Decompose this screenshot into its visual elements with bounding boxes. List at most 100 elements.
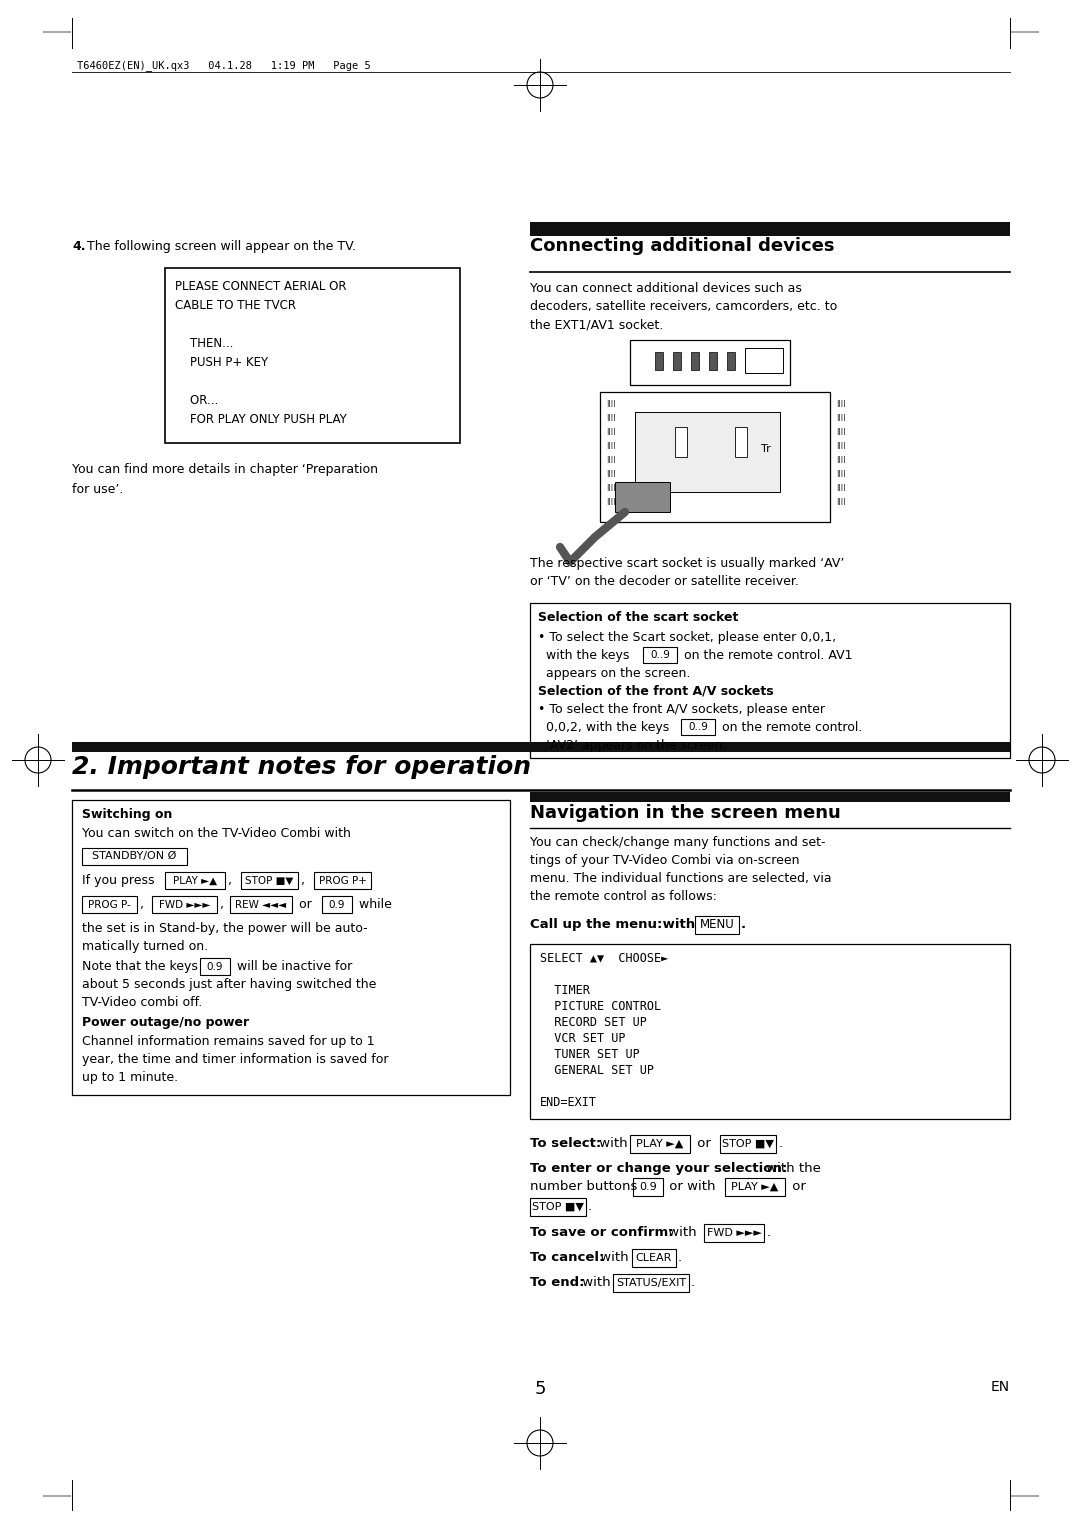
Bar — [673, 351, 681, 370]
Text: Note that the keys: Note that the keys — [82, 960, 202, 973]
Text: THEN...: THEN... — [175, 338, 233, 350]
Text: with: with — [596, 1251, 633, 1264]
Text: 0.9: 0.9 — [206, 961, 224, 972]
Text: ||||: |||| — [836, 471, 846, 477]
Text: • To select the front A/V sockets, please enter: • To select the front A/V sockets, pleas… — [538, 703, 825, 717]
Text: ||||: |||| — [606, 442, 616, 449]
Bar — [530, 222, 1010, 235]
Text: To end:: To end: — [530, 1276, 584, 1290]
Text: year, the time and timer information is saved for: year, the time and timer information is … — [82, 1053, 389, 1067]
Bar — [727, 351, 735, 370]
Text: PUSH P+ KEY: PUSH P+ KEY — [175, 356, 268, 368]
Text: tings of your TV-Video Combi via on-screen: tings of your TV-Video Combi via on-scre… — [530, 854, 799, 866]
Text: PLAY ►▲: PLAY ►▲ — [636, 1138, 684, 1149]
Bar — [696, 915, 739, 934]
Text: .: . — [779, 1137, 783, 1151]
Text: for use’.: for use’. — [72, 483, 123, 497]
Text: up to 1 minute.: up to 1 minute. — [82, 1071, 178, 1083]
Text: 0.9: 0.9 — [328, 900, 346, 909]
Bar — [691, 351, 699, 370]
Text: .: . — [678, 1251, 683, 1264]
Text: PLAY ►▲: PLAY ►▲ — [731, 1183, 779, 1192]
Text: Tr: Tr — [761, 445, 771, 454]
Text: ||||: |||| — [606, 484, 616, 490]
Bar — [165, 267, 460, 443]
Bar — [322, 895, 352, 914]
Text: PROG P-: PROG P- — [89, 900, 131, 909]
Bar — [704, 1224, 764, 1242]
Bar — [241, 872, 298, 889]
Text: PICTURE CONTROL: PICTURE CONTROL — [540, 999, 661, 1013]
Bar — [720, 1135, 777, 1154]
Text: Selection of the scart socket: Selection of the scart socket — [538, 611, 739, 623]
Bar — [708, 351, 717, 370]
Text: matically turned on.: matically turned on. — [82, 940, 208, 953]
Text: on the remote control.: on the remote control. — [718, 721, 862, 733]
Text: T6460EZ(EN)_UK.qx3   04.1.28   1:19 PM   Page 5: T6460EZ(EN)_UK.qx3 04.1.28 1:19 PM Page … — [77, 60, 370, 70]
Text: STOP ■▼: STOP ■▼ — [532, 1203, 584, 1212]
Text: OR...: OR... — [175, 394, 218, 406]
Text: CABLE TO THE TVCR: CABLE TO THE TVCR — [175, 299, 296, 312]
Bar — [530, 604, 1010, 758]
Text: or ‘TV’ on the decoder or satellite receiver.: or ‘TV’ on the decoder or satellite rece… — [530, 575, 799, 588]
Text: .: . — [588, 1199, 592, 1213]
Text: .: . — [767, 1225, 771, 1239]
Text: ||||: |||| — [606, 400, 616, 406]
Text: 0.9: 0.9 — [639, 1183, 657, 1192]
Text: END=EXIT: END=EXIT — [540, 1096, 597, 1109]
Text: ||||: |||| — [836, 498, 846, 504]
Text: You can switch on the TV-Video Combi with: You can switch on the TV-Video Combi wit… — [82, 827, 351, 840]
Text: STOP ■▼: STOP ■▼ — [245, 876, 294, 886]
Text: ||||: |||| — [606, 471, 616, 477]
Text: ||||: |||| — [836, 484, 846, 490]
Text: with the keys: with the keys — [538, 649, 633, 662]
Text: ||||: |||| — [606, 498, 616, 504]
Text: ,: , — [220, 898, 228, 911]
Text: with: with — [578, 1276, 615, 1290]
Bar — [681, 720, 715, 735]
Text: with: with — [658, 918, 700, 931]
Text: 0,0,2, with the keys: 0,0,2, with the keys — [538, 721, 673, 733]
Text: STANDBY/ON Ø: STANDBY/ON Ø — [92, 851, 177, 862]
Text: with: with — [595, 1137, 632, 1151]
Bar — [613, 1274, 689, 1293]
Text: the EXT1/AV1 socket.: the EXT1/AV1 socket. — [530, 318, 663, 332]
Text: the remote control as follows:: the remote control as follows: — [530, 889, 717, 903]
Text: TIMER: TIMER — [540, 984, 590, 996]
Text: ||||: |||| — [606, 414, 616, 422]
Bar — [314, 872, 372, 889]
Text: Navigation in the screen menu: Navigation in the screen menu — [530, 804, 840, 822]
Text: ||||: |||| — [836, 428, 846, 435]
Text: about 5 seconds just after having switched the: about 5 seconds just after having switch… — [82, 978, 376, 992]
Text: Selection of the front A/V sockets: Selection of the front A/V sockets — [538, 685, 773, 698]
Text: .: . — [741, 918, 746, 931]
Text: or: or — [693, 1137, 715, 1151]
Text: FWD ►►►: FWD ►►► — [159, 900, 211, 909]
Text: on the remote control. AV1: on the remote control. AV1 — [680, 649, 852, 662]
Text: EN: EN — [990, 1380, 1010, 1394]
Bar — [530, 944, 1010, 1118]
Bar — [630, 1135, 690, 1154]
Text: CLEAR: CLEAR — [636, 1253, 672, 1264]
Text: PLAY ►▲: PLAY ►▲ — [173, 876, 217, 886]
Text: appears on the screen.: appears on the screen. — [538, 668, 690, 680]
Text: STOP ■▼: STOP ■▼ — [723, 1138, 774, 1149]
Text: ,: , — [301, 874, 309, 886]
Bar — [600, 393, 831, 523]
Text: while: while — [355, 898, 392, 911]
Text: To enter or change your selection:: To enter or change your selection: — [530, 1161, 787, 1175]
Bar — [530, 1198, 586, 1216]
Bar — [643, 646, 677, 663]
Text: REW ◄◄◄: REW ◄◄◄ — [235, 900, 286, 909]
Text: You can check/change many functions and set-: You can check/change many functions and … — [530, 836, 825, 850]
Bar — [633, 1178, 663, 1196]
Text: RECORD SET UP: RECORD SET UP — [540, 1016, 647, 1028]
Text: number buttons: number buttons — [530, 1180, 642, 1193]
Text: Switching on: Switching on — [82, 808, 173, 821]
Text: decoders, satellite receivers, camcorders, etc. to: decoders, satellite receivers, camcorder… — [530, 299, 837, 313]
Text: PROG P+: PROG P+ — [319, 876, 366, 886]
Bar — [735, 426, 747, 457]
Text: ,: , — [228, 874, 237, 886]
Text: FWD ►►►: FWD ►►► — [706, 1229, 761, 1238]
Text: To save or confirm:: To save or confirm: — [530, 1225, 674, 1239]
